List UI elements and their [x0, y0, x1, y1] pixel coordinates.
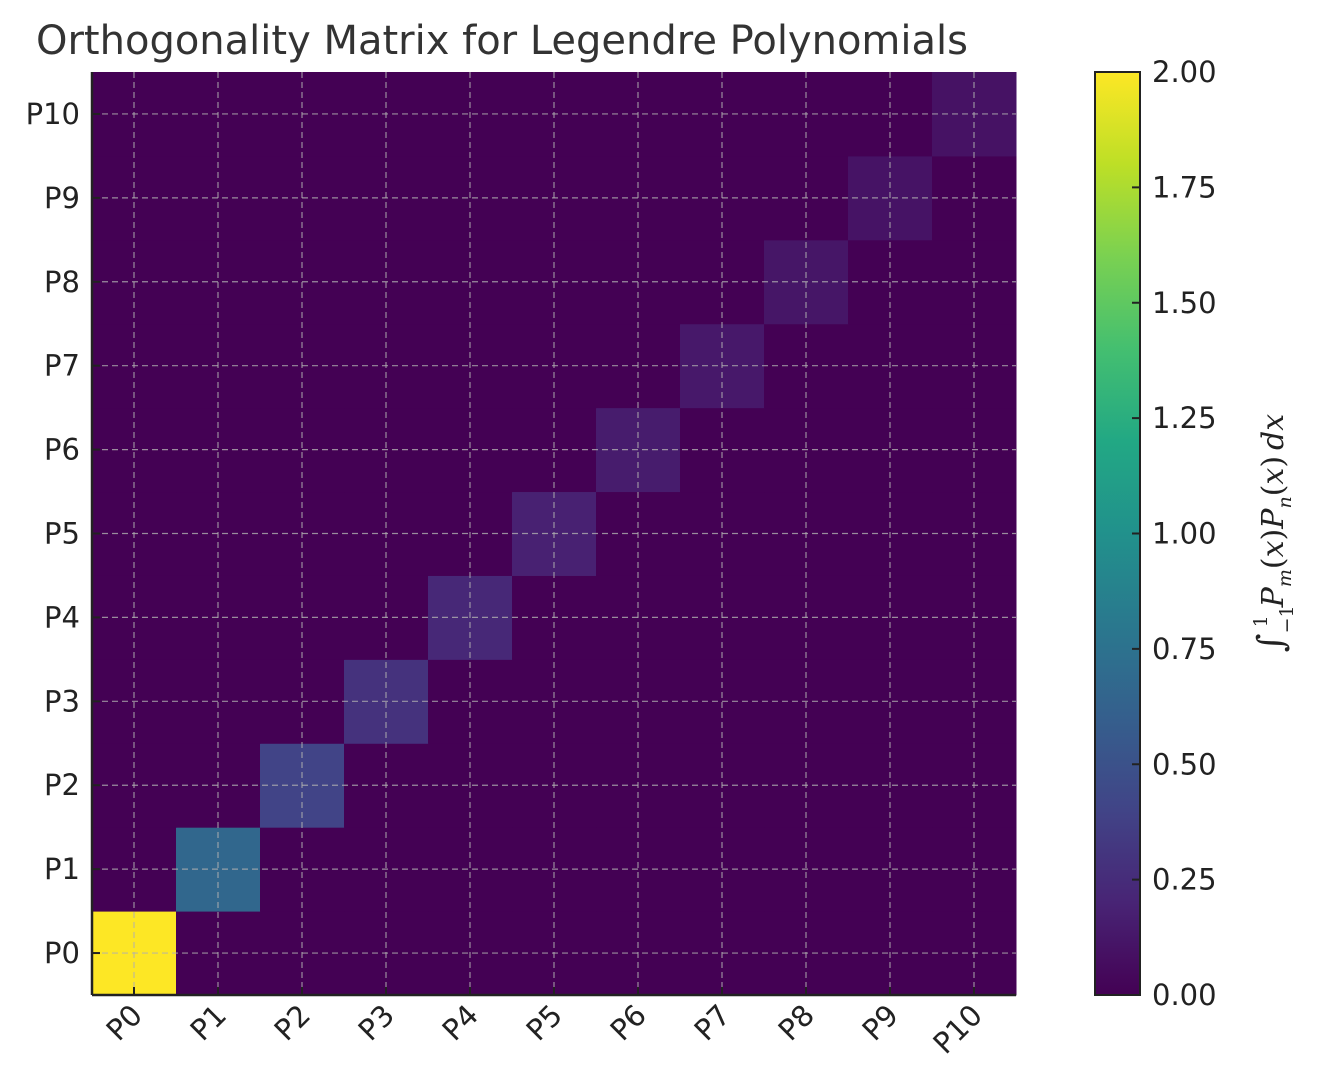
colorbar-ticks: 0.00 0.25 0.50 0.75 1.00 1.25 1.50 1.75 2.00	[1132, 55, 1217, 1012]
y-tick-label: P2	[44, 768, 80, 802]
colorbar-tick-label: 1.50	[1152, 286, 1217, 320]
x-tick-label: P6	[603, 998, 652, 1047]
y-tick-label: P6	[44, 433, 80, 467]
colorbar-tick-label: 0.75	[1152, 632, 1217, 666]
y-tick-label: P0	[44, 936, 80, 970]
heatmap-cell-P6-P9	[848, 407, 933, 493]
x-tick-label: P5	[519, 998, 568, 1047]
colorbar-tick-label: 0.50	[1152, 747, 1217, 781]
x-tick-label: P10	[926, 998, 989, 1061]
y-tick-label: P4	[44, 600, 80, 634]
colorbar-tick-label: 1.00	[1152, 517, 1217, 551]
x-tick-label: P9	[855, 998, 904, 1047]
colorbar: 0.00 0.25 0.50 0.75 1.00 1.25 1.50 1.75 2.00 ∫−1…	[1094, 55, 1298, 1012]
x-tick-label: P7	[687, 998, 736, 1047]
colorbar-tick-label: 0.00	[1152, 978, 1217, 1012]
x-tick-label: P1	[183, 998, 232, 1047]
y-tick-label: P3	[44, 684, 80, 718]
x-tick-label: P8	[771, 998, 820, 1047]
svg-text:∫−11Pm(x)Pn(x)dx: ∫−11Pm(x)Pn(x)dx	[1250, 414, 1298, 652]
y-tick-label: P8	[44, 265, 80, 299]
grid-lines	[92, 72, 1016, 995]
colorbar-label: ∫−11Pm(x)Pn(x)dx	[1250, 414, 1298, 652]
colorbar-tick-label: 2.00	[1152, 55, 1217, 89]
colorbar-tick-label: 1.25	[1152, 401, 1217, 435]
chart-title: Orthogonality Matrix for Legendre Polyno…	[36, 18, 968, 64]
x-tick-label: P2	[267, 998, 316, 1047]
heatmap-cell-P1-P9	[848, 827, 933, 912]
colorbar-tick-label: 0.25	[1152, 863, 1217, 897]
colorbar-tick-label: 1.75	[1152, 170, 1217, 204]
y-tick-label: P5	[44, 517, 80, 551]
heatmap-cell-P1-P4	[428, 827, 513, 912]
y-tick-label: P1	[44, 852, 80, 886]
y-tick-label: P9	[44, 181, 80, 215]
x-axis-ticks: P0 P1 P2 P3 P4 P5 P6 P7 P8 P9 P10	[99, 987, 989, 1061]
heatmap-cell-P6-P4	[428, 407, 513, 493]
x-tick-label: P4	[435, 998, 484, 1047]
y-tick-label: P7	[44, 349, 80, 383]
x-tick-label: P0	[99, 998, 148, 1047]
x-tick-label: P3	[351, 998, 400, 1047]
y-axis-ticks: P0 P1 P2 P3 P4 P5 P6 P7 P8 P9 P10	[26, 97, 100, 970]
y-tick-label: P10	[26, 97, 80, 131]
